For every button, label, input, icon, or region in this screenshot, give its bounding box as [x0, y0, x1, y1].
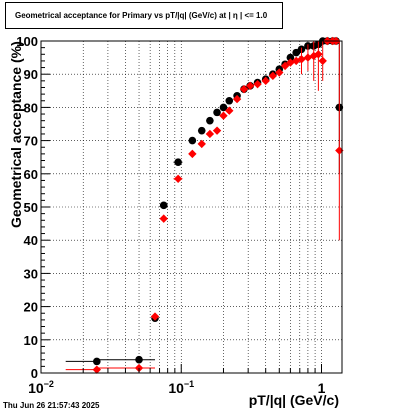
x-tick-label: 1: [318, 380, 326, 396]
series-layer: [65, 36, 344, 374]
data-point: [205, 129, 215, 139]
y-tick-label: 0: [31, 366, 38, 381]
title-box: Geometrical acceptance for Primary vs pT…: [5, 2, 283, 29]
data-point: [93, 357, 101, 366]
x-axis-title: pT/|q| (GeV/c): [249, 392, 339, 408]
data-point: [335, 146, 344, 155]
y-axis-title: Geometrical acceptance (%): [8, 41, 24, 228]
data-point: [206, 116, 214, 125]
data-point: [245, 81, 255, 91]
data-point: [150, 312, 160, 321]
data-point: [225, 106, 234, 115]
y-tick-label: 70: [24, 134, 38, 149]
y-tick-label: 20: [24, 300, 38, 315]
y-tick-label: 30: [24, 266, 38, 281]
data-point: [286, 53, 295, 62]
data-point: [219, 111, 228, 120]
data-point: [253, 79, 262, 89]
data-point: [268, 71, 278, 81]
data-point: [261, 76, 270, 86]
data-point: [188, 136, 197, 145]
axes: 0 10 20 30 40 50 60 70 80 90 100 10−2 10−1 1: [16, 34, 325, 396]
red-series: [65, 36, 344, 374]
timestamp-footer: Thu Jun 26 21:57:43 2025: [3, 401, 100, 410]
x-tick-label: 10−1: [168, 379, 194, 396]
data-point: [159, 214, 168, 223]
data-point: [197, 126, 206, 135]
y-tick-label: 10: [24, 333, 38, 348]
y-tick-label: 100: [16, 34, 38, 49]
data-point: [213, 108, 221, 117]
y-tick-label: 60: [24, 167, 38, 182]
y-tick-label: 90: [24, 67, 38, 82]
data-point: [174, 158, 182, 166]
black-series: [65, 37, 344, 366]
data-point: [314, 50, 323, 59]
data-point: [318, 56, 327, 66]
y-tick-label: 50: [24, 200, 38, 215]
data-point: [197, 139, 206, 149]
y-tick-label: 40: [24, 233, 38, 248]
data-point: [173, 174, 183, 183]
data-point: [239, 84, 249, 94]
data-point: [297, 55, 306, 64]
data-point: [188, 149, 197, 159]
data-point: [219, 103, 228, 112]
chart-title: Geometrical acceptance for Primary vs pT…: [15, 11, 268, 20]
grid: [41, 41, 342, 373]
x-tick-label: 10−2: [28, 379, 54, 396]
data-point: [232, 94, 242, 104]
data-point: [280, 61, 290, 71]
data-point: [159, 201, 168, 210]
y-tick-label: 80: [24, 100, 38, 115]
data-point: [275, 68, 284, 77]
data-point: [135, 355, 143, 364]
data-point: [212, 126, 222, 135]
data-point: [225, 96, 234, 105]
